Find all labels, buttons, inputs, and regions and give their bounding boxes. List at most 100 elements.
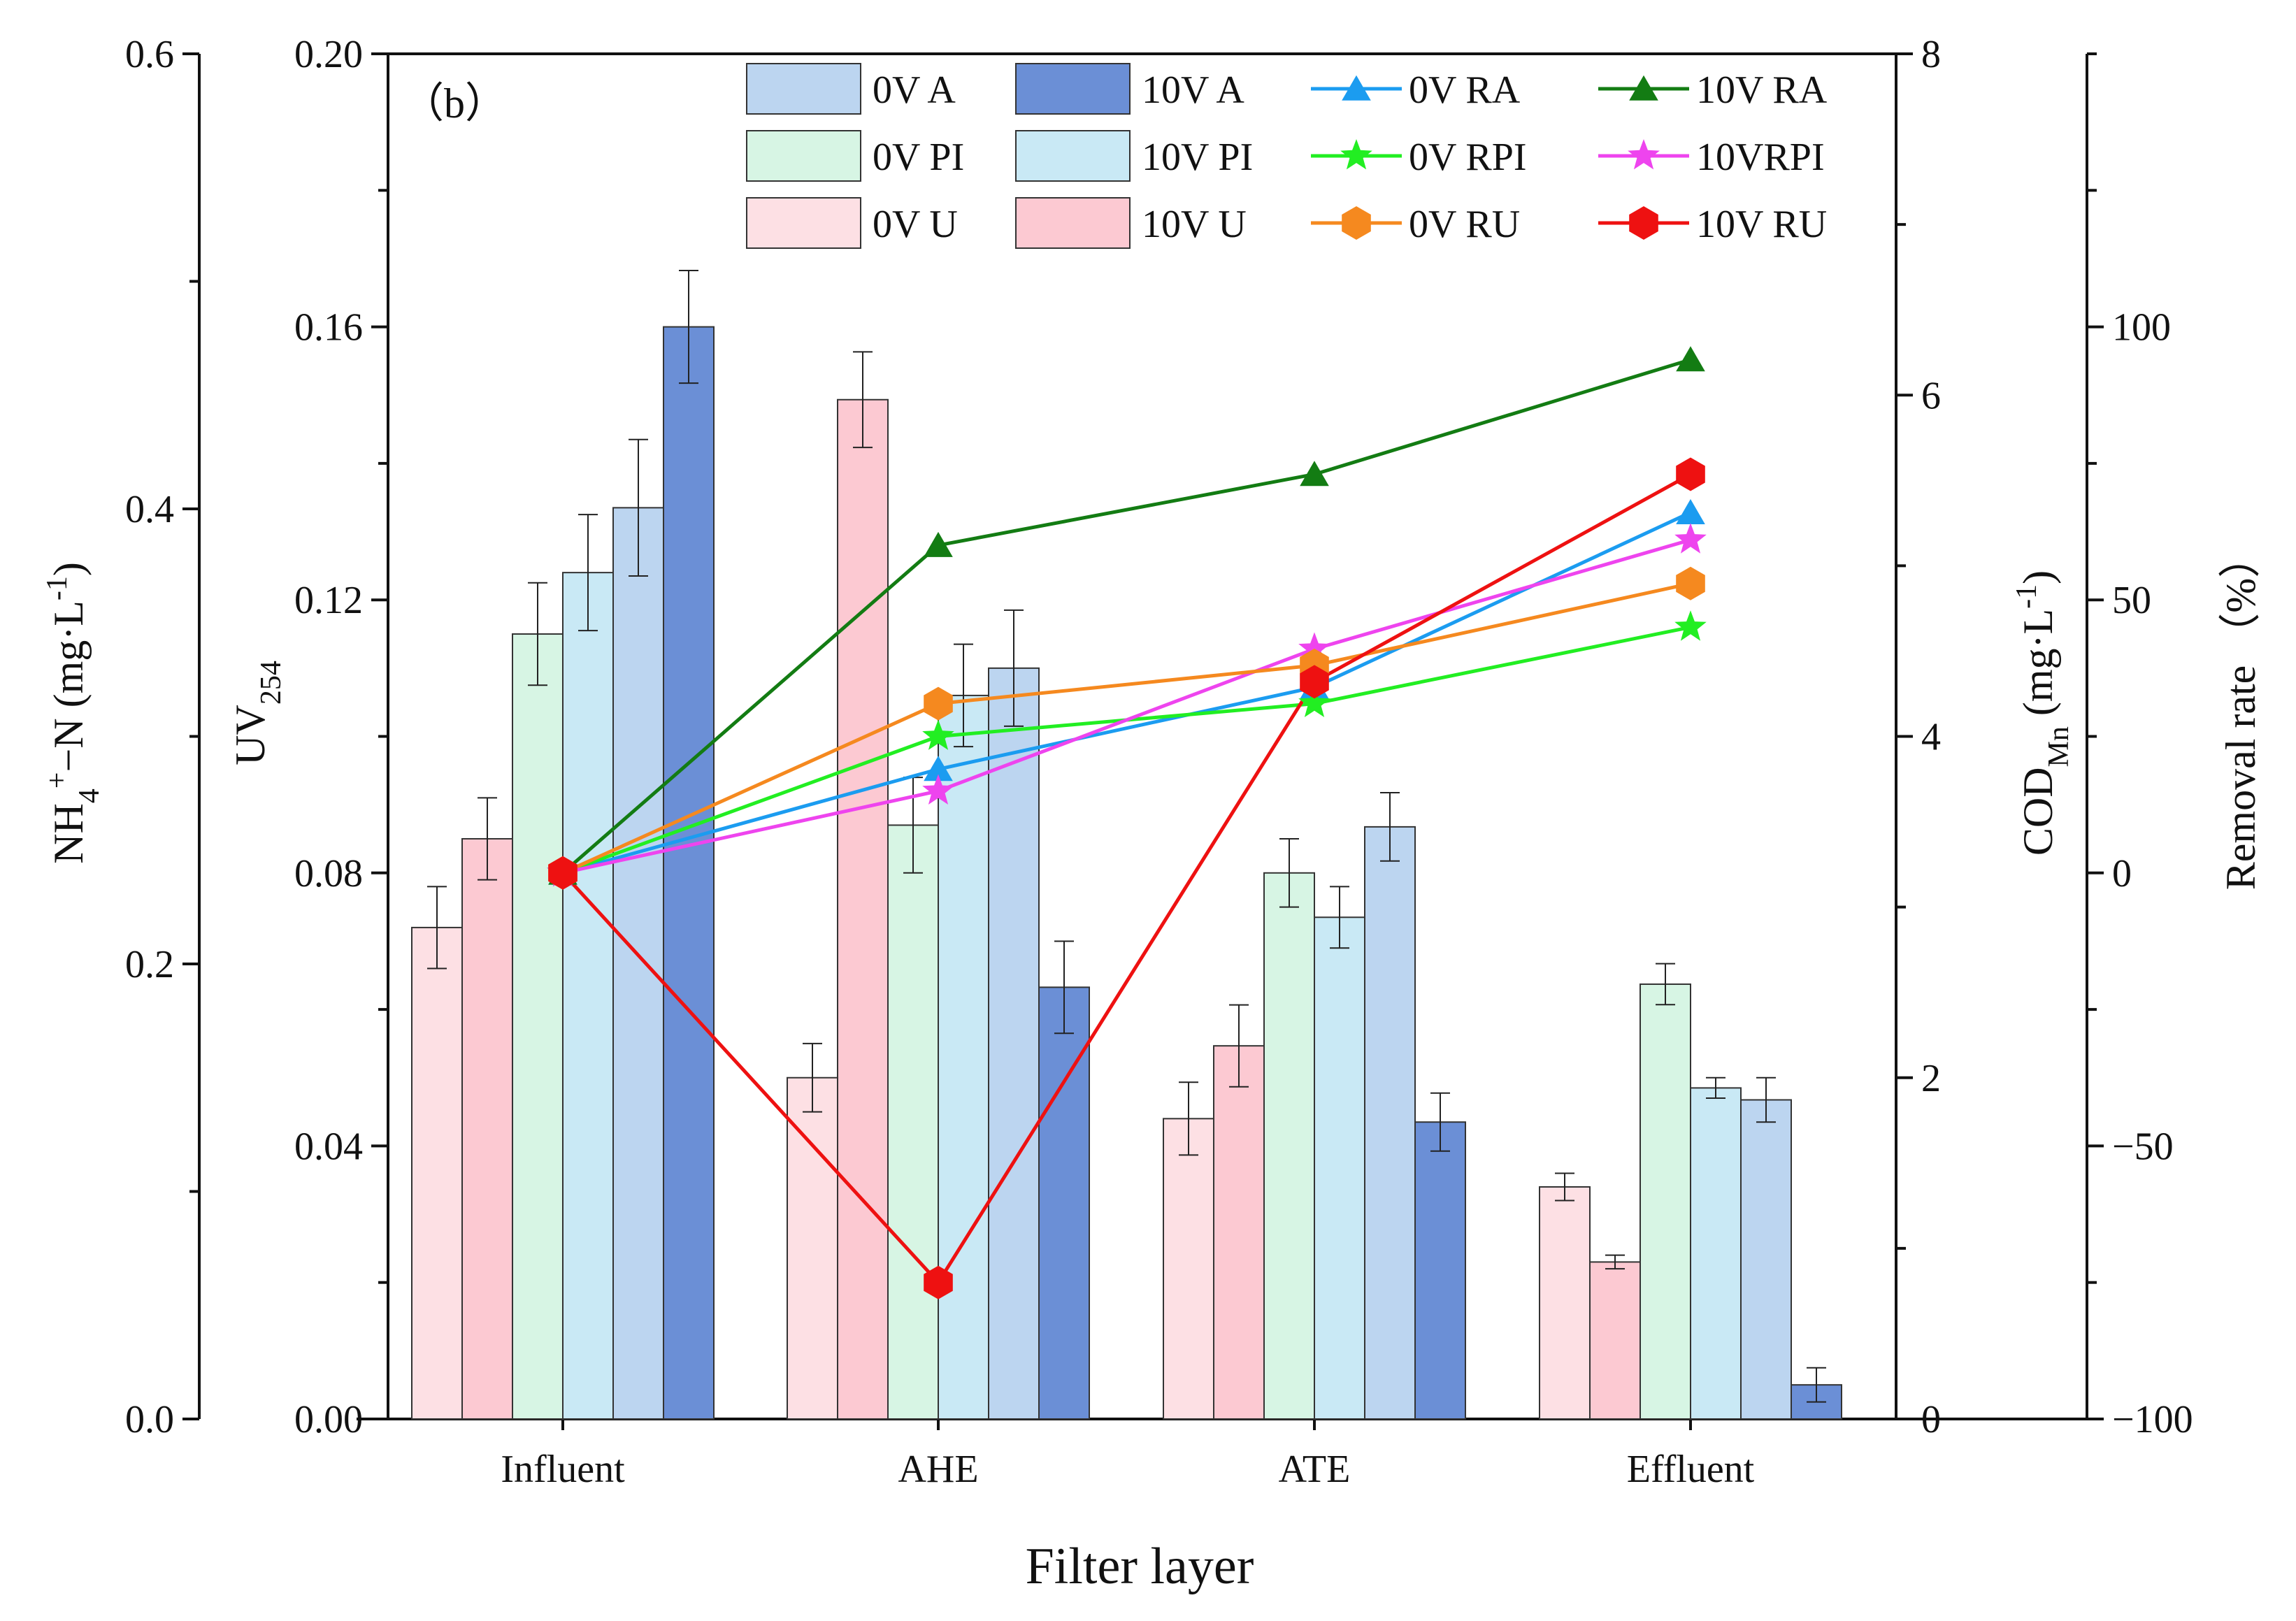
removal-axis-tick-label: −50 [2112,1125,2174,1168]
legend-swatch [746,197,861,249]
bar-0vu [411,926,463,1420]
legend-label: 10V RA [1696,69,1828,112]
bar-0vu [787,1076,838,1420]
cod-axis-tick-label: 4 [1921,716,1941,759]
legend: 0V A 0V PI 0V U 10V A 10V PI 10V U 0V RA 0V RPI… [746,63,1828,249]
line-0vru [561,582,1691,875]
legend-label: 0V A [873,69,956,112]
left-axis-title: NH4+−N (mg·L-1) [41,562,106,864]
legend-label: 10V U [1142,203,1247,246]
bar-0va [1740,1099,1792,1420]
uv-axis-tick-label: 0.12 [294,579,363,622]
bar-10vu [1589,1261,1641,1420]
removal-axis-tick-label: 50 [2112,579,2151,622]
uv-axis-tick-label: 0.08 [294,852,363,895]
legend-label: 10VRPI [1696,136,1825,179]
marker-0vrpi [922,719,954,750]
bar-0vpi [512,633,564,1420]
marker-0vra [924,756,953,781]
bar-0vpi [1640,983,1691,1420]
bars-layer [411,270,1842,1420]
removal-axis-tick-label: 0 [2112,852,2132,895]
marker-0vru [1676,566,1705,600]
legend-marker [1628,139,1660,170]
nh4-axis-tick-label: 0.0 [125,1398,174,1441]
marker-0vrpi [1298,686,1330,717]
marker-10vra [924,531,953,557]
cod-axis-tick-label: 8 [1921,33,1941,76]
bar-0vpi [887,824,939,1420]
lines-layer [547,346,1707,1299]
bar-0va [988,667,1040,1420]
marker-10vrpi [922,774,954,805]
marker-10vru [1676,457,1705,491]
legend-swatch [1015,197,1131,249]
legend-marker [1342,206,1371,240]
removal-axis-tick-label: −100 [2112,1398,2193,1441]
cod-axis-tick-label: 6 [1921,374,1941,417]
removal-axis-title: Removal rate （%） [2218,536,2264,891]
legend-swatch [1015,130,1131,182]
legend-label: 10V RU [1696,203,1827,246]
x-tick-label: Effluent [1627,1448,1755,1491]
marker-0vra [1676,499,1705,524]
axes-layer: 0.0 0.2 0.4 0.6 0.00 0.04 0.08 0.12 0.16 0.20 0 2 4 6… [125,33,2193,1491]
bar-10vpi [1314,916,1365,1420]
bar-10vpi [562,572,614,1420]
nh4-axis-tick-label: 0.6 [125,33,174,76]
legend-label: 0V PI [873,136,964,179]
nh4-axis-tick-label: 0.4 [125,488,174,531]
bar-0va [612,507,664,1420]
marker-0vru [924,686,953,721]
line-10vru [561,473,1692,1285]
panel-label: （b） [402,80,507,127]
uv-axis-tick-label: 0.04 [294,1125,363,1168]
cod-axis-tick-label: 2 [1921,1057,1941,1100]
legend-marker [1629,206,1658,240]
bar-10va [663,326,715,1420]
legend-label: 0V RA [1409,69,1521,112]
x-axis-title: Filter layer [1026,1538,1254,1595]
bar-10va [1414,1121,1466,1420]
line-10vrpi [562,538,1691,875]
cod-axis-title: CODMn (mg·L-1) [2011,570,2075,856]
legend-label: 0V RU [1409,203,1520,246]
marker-10vrpi [1298,632,1330,663]
legend-swatch [746,63,861,115]
bar-0va [1364,826,1416,1420]
uv-axis-tick-label: 0.20 [294,33,363,76]
uv-axis-tick-label: 0.16 [294,306,363,350]
x-tick-label: Influent [501,1448,625,1491]
marker-10vra [1676,346,1705,372]
legend-swatch [746,130,861,182]
legend-marker [1342,75,1371,101]
bar-0vpi [1263,872,1315,1420]
legend-swatch [1015,63,1131,115]
bar-10vpi [938,694,989,1420]
removal-axis-tick-label: 100 [2112,306,2171,350]
marker-10vru [548,856,577,890]
marker-0vrpi [1674,610,1707,641]
legend-marker [1340,139,1372,170]
legend-label: 0V RPI [1409,136,1527,179]
line-10vra [561,358,1691,874]
bar-0vu [1163,1118,1214,1420]
legend-label: 10V A [1142,69,1244,112]
uv-axis-title: UV254 [227,661,287,765]
legend-marker [1629,75,1658,101]
bar-10vu [461,837,513,1420]
bar-10vu [1213,1045,1265,1420]
marker-10vrpi [1674,523,1707,554]
legend-label: 0V U [873,203,958,246]
bar-10vu [837,398,889,1420]
cod-axis-tick-label: 0 [1921,1398,1941,1441]
marker-10vra [1300,461,1329,487]
nh4-axis-tick-label: 0.2 [125,943,174,986]
marker-10vru [924,1265,953,1299]
x-tick-label: ATE [1279,1448,1351,1491]
x-tick-label: AHE [898,1448,978,1491]
bar-10vpi [1690,1087,1742,1420]
uv-axis-tick-label: 0.00 [294,1398,363,1441]
